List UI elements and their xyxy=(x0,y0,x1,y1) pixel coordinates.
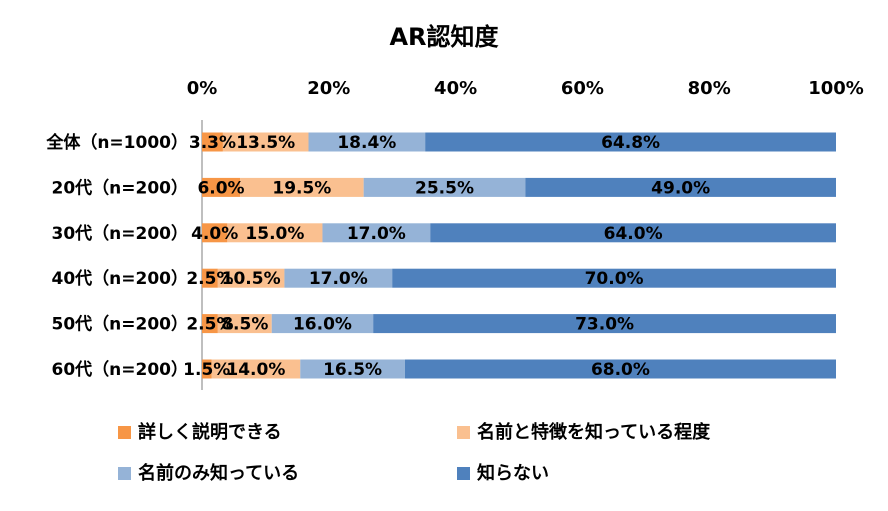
category-label: 20代（n=200） xyxy=(52,177,189,198)
bar-segment xyxy=(202,268,218,288)
data-label: 19.5% xyxy=(272,178,331,198)
y-axis-categories: 全体（n=1000） 20代（n=200） 30代（n=200） 40代（n=200）… xyxy=(45,132,188,380)
data-label: 49.0% xyxy=(651,178,710,198)
x-tick-label: 100% xyxy=(808,78,864,99)
bar-segment xyxy=(202,132,223,152)
bar-segment xyxy=(202,359,212,379)
bar-segment xyxy=(217,314,272,334)
category-label: 50代（n=200） xyxy=(52,314,189,335)
data-label: 4.0% xyxy=(191,224,238,244)
x-tick-label: 20% xyxy=(307,78,350,99)
category-label: 全体（n=1000） xyxy=(45,132,188,153)
data-label: 8.5% xyxy=(221,315,268,335)
legend-swatch xyxy=(118,426,131,439)
x-tick-label: 40% xyxy=(434,78,477,99)
legend-swatch xyxy=(457,467,470,480)
data-label: 25.5% xyxy=(415,178,474,198)
x-tick-label: 60% xyxy=(561,78,604,99)
bar-segment xyxy=(322,223,431,243)
data-label: 64.0% xyxy=(604,224,663,244)
legend-label: 名前のみ知っている xyxy=(138,462,299,484)
data-label: 16.5% xyxy=(323,360,382,380)
bar-segment xyxy=(404,359,836,379)
bar-segment xyxy=(217,268,285,288)
bar-segment xyxy=(222,132,309,152)
x-tick-label: 80% xyxy=(688,78,731,99)
bar-segment xyxy=(271,314,374,334)
bar-segment xyxy=(430,223,836,243)
category-label: 30代（n=200） xyxy=(52,223,189,244)
category-label: 60代（n=200） xyxy=(52,359,189,380)
data-label: 2.5% xyxy=(186,315,233,335)
data-label: 68.0% xyxy=(591,360,650,380)
data-label: 17.0% xyxy=(309,269,368,289)
data-label: 73.0% xyxy=(575,315,634,335)
data-label: 15.0% xyxy=(245,224,304,244)
bar-segment xyxy=(284,268,393,288)
legend-swatch xyxy=(118,467,131,480)
data-label: 17.0% xyxy=(347,224,406,244)
data-label: 10.5% xyxy=(222,269,281,289)
data-label: 18.4% xyxy=(337,133,396,153)
data-label: 14.0% xyxy=(226,360,285,380)
bar-segment xyxy=(425,132,836,152)
data-label: 1.5% xyxy=(183,360,230,380)
data-label: 64.8% xyxy=(601,133,660,153)
legend-label: 名前と特徴を知っている程度 xyxy=(477,421,711,443)
data-label: 70.0% xyxy=(585,269,644,289)
chart-title: AR認知度 xyxy=(389,23,499,51)
category-label: 40代（n=200） xyxy=(52,268,189,289)
bar-segment xyxy=(227,223,323,243)
bar-segments xyxy=(202,132,836,379)
legend-label: 詳しく説明できる xyxy=(138,421,282,443)
bar-segment xyxy=(202,177,241,197)
legend-swatch xyxy=(457,426,470,439)
data-label: 16.0% xyxy=(293,315,352,335)
bar-segment xyxy=(392,268,836,288)
x-axis-ticks: 0% 20% 40% 60% 80% 100% xyxy=(187,78,864,99)
bar-segment xyxy=(211,359,301,379)
legend-label: 知らない xyxy=(477,462,549,484)
bar-segment xyxy=(300,359,405,379)
bar-segment xyxy=(202,314,218,334)
bar-segment xyxy=(363,177,526,197)
bar-segment xyxy=(525,177,836,197)
bar-segment xyxy=(308,132,426,152)
data-labels: 3.3% 13.5% 18.4% 64.8% 6.0% 19.5% 25.5% 49.0% 4.… xyxy=(183,133,710,380)
data-label: 3.3% xyxy=(189,133,236,153)
data-label: 2.5% xyxy=(186,269,233,289)
bar-segment xyxy=(373,314,836,334)
x-tick-label: 0% xyxy=(187,78,218,99)
data-label: 13.5% xyxy=(236,133,295,153)
bar-segment xyxy=(202,223,228,243)
bar-segment xyxy=(240,177,364,197)
data-label: 6.0% xyxy=(197,178,244,198)
